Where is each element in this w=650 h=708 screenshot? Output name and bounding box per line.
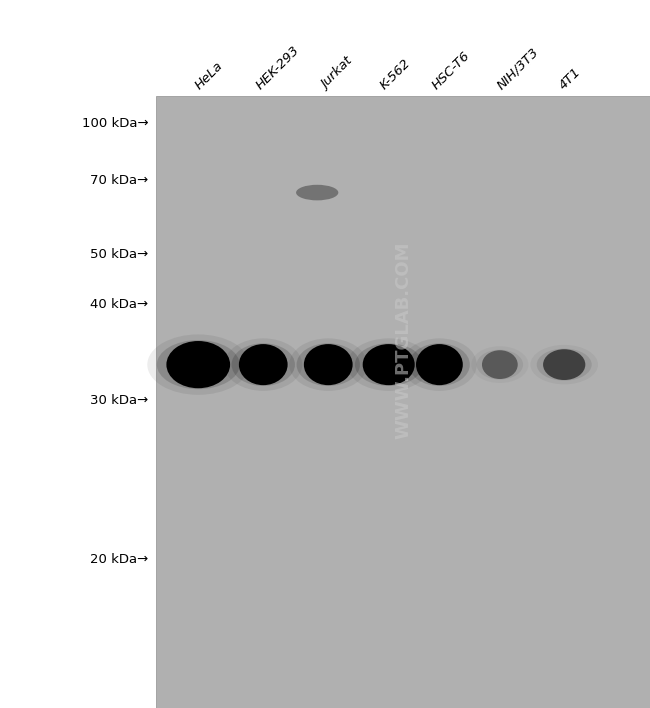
Ellipse shape bbox=[224, 338, 302, 391]
Ellipse shape bbox=[416, 344, 463, 385]
Text: 30 kDa→: 30 kDa→ bbox=[90, 394, 148, 406]
Text: K-562: K-562 bbox=[378, 57, 413, 92]
Ellipse shape bbox=[239, 344, 287, 385]
Ellipse shape bbox=[304, 344, 352, 385]
Text: 50 kDa→: 50 kDa→ bbox=[90, 249, 148, 261]
Ellipse shape bbox=[363, 344, 415, 385]
Bar bbox=[156, 96, 650, 708]
Ellipse shape bbox=[355, 343, 422, 386]
Text: HeLa: HeLa bbox=[192, 59, 226, 92]
Text: HEK-293: HEK-293 bbox=[254, 43, 303, 92]
Ellipse shape bbox=[148, 334, 249, 395]
Ellipse shape bbox=[402, 338, 477, 391]
Ellipse shape bbox=[476, 350, 523, 379]
Ellipse shape bbox=[289, 338, 367, 391]
Ellipse shape bbox=[296, 343, 360, 386]
Ellipse shape bbox=[537, 348, 592, 381]
Ellipse shape bbox=[347, 338, 430, 391]
Text: HSC-T6: HSC-T6 bbox=[430, 49, 473, 92]
Ellipse shape bbox=[231, 343, 295, 386]
Text: 4T1: 4T1 bbox=[556, 65, 583, 92]
Text: NIH/3T3: NIH/3T3 bbox=[495, 45, 541, 92]
Text: Jurkat: Jurkat bbox=[319, 55, 356, 92]
Ellipse shape bbox=[157, 340, 240, 389]
Text: 100 kDa→: 100 kDa→ bbox=[81, 118, 148, 130]
Ellipse shape bbox=[409, 343, 470, 386]
Text: 40 kDa→: 40 kDa→ bbox=[90, 298, 148, 311]
Ellipse shape bbox=[530, 345, 598, 384]
Ellipse shape bbox=[471, 346, 528, 383]
Ellipse shape bbox=[166, 341, 230, 388]
Text: 70 kDa→: 70 kDa→ bbox=[90, 174, 148, 187]
Text: WWW.PTGLAB.COM: WWW.PTGLAB.COM bbox=[394, 241, 412, 438]
Ellipse shape bbox=[296, 185, 339, 200]
Text: 20 kDa→: 20 kDa→ bbox=[90, 553, 148, 566]
Ellipse shape bbox=[543, 349, 586, 380]
Ellipse shape bbox=[482, 350, 517, 379]
